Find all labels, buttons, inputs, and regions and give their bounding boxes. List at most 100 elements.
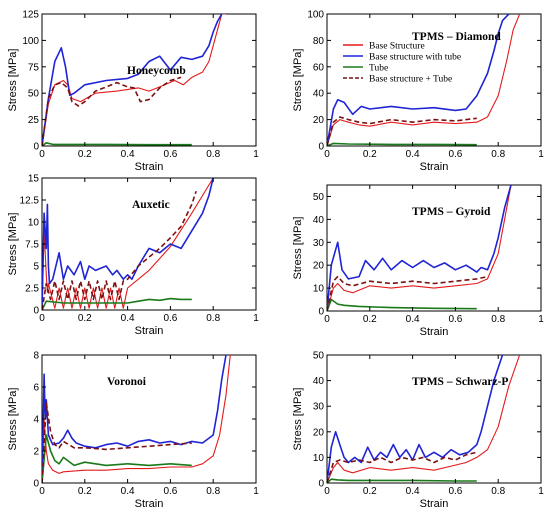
x-tick-label: 0: [39, 313, 45, 324]
x-tick-label: 0.4: [121, 313, 135, 324]
y-tick-label: 15: [28, 174, 40, 185]
x-tick-label: 0.8: [491, 486, 505, 497]
x-tick-label: 0.6: [448, 486, 462, 497]
y-tick-label: 12.5: [20, 196, 40, 207]
panel-title: TPMS – Schwarz-P: [412, 376, 508, 388]
curve-base: [327, 14, 521, 146]
y-tick-label: 20: [313, 261, 325, 272]
x-tick-label: 0.4: [406, 149, 420, 160]
x-tick-label: 0.6: [163, 486, 177, 497]
y-tick-label: 2: [33, 447, 39, 458]
curve-sum: [327, 275, 488, 311]
panel-title: TPMS – Diamond: [412, 31, 501, 43]
y-axis-label: Stress [MPa]: [292, 217, 304, 280]
x-tick-label: 0.2: [363, 314, 377, 325]
x-tick-label: 0: [39, 149, 45, 160]
x-tick-label: 0.8: [491, 149, 505, 160]
x-axis-label: Strain: [135, 161, 164, 173]
x-tick-label: 0.8: [206, 486, 220, 497]
y-tick-label: 8: [33, 351, 39, 362]
x-tick-label: 1: [253, 149, 259, 160]
curve-base: [42, 178, 214, 310]
x-tick-label: 0.4: [121, 149, 135, 160]
panel-title: Voronoi: [107, 376, 147, 388]
x-tick-label: 0: [324, 486, 330, 497]
x-axis-label: Strain: [420, 326, 449, 338]
y-tick-label: 80: [313, 36, 325, 47]
x-tick-label: 0.2: [78, 313, 92, 324]
x-axis-label: Strain: [135, 325, 164, 337]
ticks: 0 0.2 0.4 0.6 0.8 1 0 25 50 75 100 125: [22, 10, 259, 161]
ticks: 0 0.2 0.4 0.6 0.8 1 0 2 4 6 8: [33, 351, 259, 498]
x-tick-label: 0.8: [491, 314, 505, 325]
y-axis-label: Stress [MPa]: [7, 213, 19, 276]
x-tick-label: 0.2: [78, 486, 92, 497]
x-tick-label: 0.2: [363, 486, 377, 497]
curve-base_tube: [42, 14, 223, 146]
plot-area-frame: [41, 354, 257, 484]
plot-area-frame: [326, 354, 542, 484]
panel-title: Auxetic: [132, 199, 170, 211]
y-tick-label: 30: [313, 238, 325, 249]
curves: [327, 185, 512, 311]
y-tick-label: 30: [313, 402, 325, 413]
x-tick-label: 1: [538, 149, 544, 160]
x-tick-label: 0: [324, 149, 330, 160]
curve-base_tube: [42, 178, 214, 310]
x-tick-label: 0.2: [363, 149, 377, 160]
curves: [327, 355, 521, 483]
panel-honeycomb: 0 0.2 0.4 0.6 0.8 1 0 25 50 75 100 125 Honeycomb St…: [7, 10, 259, 174]
x-tick-label: 0: [324, 314, 330, 325]
curve-base: [327, 185, 512, 311]
x-axis-label: Strain: [420, 498, 449, 510]
x-tick-label: 0.4: [406, 314, 420, 325]
ticks: 0 0.2 0.4 0.6 0.8 1 0 20 40 60 80 100: [307, 10, 544, 161]
x-tick-label: 0.8: [206, 313, 220, 324]
x-axis-label: Strain: [135, 498, 164, 510]
curve-tube: [42, 434, 192, 483]
x-tick-label: 0.6: [163, 149, 177, 160]
y-tick-label: 2.5: [25, 284, 39, 295]
x-tick-label: 1: [253, 313, 259, 324]
y-tick-label: 40: [313, 376, 325, 387]
y-axis-label: Stress [MPa]: [292, 388, 304, 451]
x-axis-label: Strain: [420, 161, 449, 173]
y-tick-label: 20: [313, 115, 325, 126]
curve-tube: [327, 478, 477, 483]
x-tick-label: 1: [253, 486, 259, 497]
x-tick-label: 0.6: [448, 149, 462, 160]
y-axis-label: Stress [MPa]: [7, 49, 19, 112]
legend-label-base-plus-tube: Base structure + Tube: [369, 75, 452, 85]
y-tick-label: 7.5: [25, 240, 39, 251]
y-tick-label: 50: [28, 89, 40, 100]
y-tick-label: 0: [318, 479, 324, 490]
curve-sum: [327, 451, 477, 483]
x-tick-label: 0.8: [206, 149, 220, 160]
curve-tube: [327, 298, 477, 311]
y-tick-label: 0: [33, 306, 39, 317]
y-tick-label: 60: [313, 62, 325, 73]
legend-label-base-structure-with-tube: Base structure with tube: [369, 53, 461, 63]
curve-base_tube: [327, 355, 504, 483]
curve-base: [327, 355, 521, 483]
y-tick-label: 50: [313, 351, 325, 362]
plot-area-frame: [326, 184, 542, 312]
panel-voronoi: 0 0.2 0.4 0.6 0.8 1 0 2 4 6 8 Voronoi Strain Stres…: [7, 351, 259, 511]
curve-tube: [42, 142, 192, 146]
y-tick-label: 40: [313, 89, 325, 100]
curve-base_tube: [327, 14, 510, 146]
curve-base: [42, 355, 231, 483]
y-tick-label: 20: [313, 427, 325, 438]
y-tick-label: 75: [28, 62, 40, 73]
x-tick-label: 1: [538, 486, 544, 497]
plot-area-frame: [41, 13, 257, 147]
curve-base: [42, 14, 226, 146]
panel-title: Honeycomb: [127, 65, 186, 77]
y-axis-label: Stress [MPa]: [292, 49, 304, 112]
plot-area-frame: [326, 13, 542, 147]
curves: [42, 14, 226, 146]
